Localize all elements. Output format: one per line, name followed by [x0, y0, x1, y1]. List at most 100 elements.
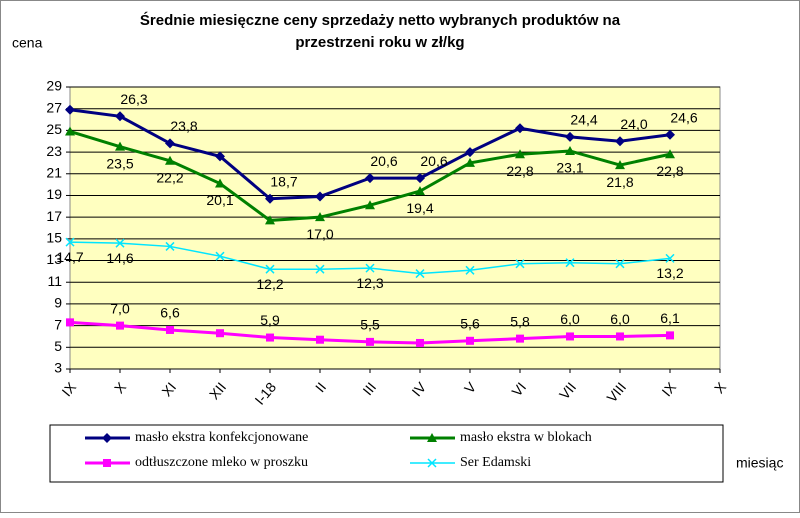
- marker: [365, 173, 375, 184]
- y-tick-label: 9: [54, 295, 62, 311]
- y-tick-label: 5: [54, 338, 62, 354]
- marker: [565, 145, 575, 155]
- data-label: 22,2: [156, 169, 183, 185]
- marker: [216, 329, 224, 338]
- data-label: 6,6: [160, 305, 180, 321]
- data-label: 6,0: [610, 311, 630, 327]
- marker: [515, 123, 525, 134]
- marker: [102, 433, 112, 443]
- marker: [665, 129, 675, 140]
- marker: [615, 136, 625, 147]
- marker: [315, 264, 325, 274]
- data-label: 20,6: [420, 153, 447, 169]
- marker: [616, 332, 624, 341]
- marker: [465, 265, 475, 275]
- data-label: 6,1: [660, 310, 680, 326]
- marker: [66, 318, 74, 327]
- marker: [115, 238, 125, 248]
- data-label: 21,8: [606, 174, 633, 190]
- marker: [65, 104, 75, 115]
- y-tick-label: 19: [46, 186, 62, 202]
- marker: [65, 126, 75, 136]
- y-tick-label: 23: [46, 143, 62, 159]
- marker: [415, 269, 425, 279]
- data-label: 12,3: [356, 275, 383, 291]
- marker: [265, 193, 275, 204]
- data-label: 23,8: [170, 118, 197, 134]
- data-label: 24,4: [570, 112, 597, 128]
- data-label: 17,0: [306, 226, 333, 242]
- marker: [65, 237, 75, 247]
- data-label: 5,6: [460, 316, 480, 332]
- marker: [165, 155, 175, 165]
- marker: [316, 335, 324, 344]
- data-label: 24,0: [620, 116, 647, 132]
- x-axis-label: miesiąc: [736, 455, 783, 471]
- marker: [103, 459, 111, 467]
- marker: [466, 336, 474, 345]
- marker: [416, 338, 424, 347]
- data-label: 7,0: [110, 300, 130, 316]
- y-tick-label: 15: [46, 230, 62, 246]
- marker: [115, 111, 125, 122]
- data-label: 22,8: [506, 163, 533, 179]
- marker: [427, 458, 437, 468]
- marker: [565, 258, 575, 268]
- data-label: 18,7: [270, 173, 297, 189]
- marker: [566, 332, 574, 341]
- data-label: 20,6: [370, 153, 397, 169]
- marker: [115, 141, 125, 151]
- marker: [315, 212, 325, 222]
- marker: [515, 149, 525, 159]
- marker: [465, 147, 475, 158]
- data-label: 22,8: [656, 163, 683, 179]
- marker: [265, 215, 275, 225]
- legend-label: masło ekstra konfekcjonowane: [135, 430, 308, 445]
- data-label: 13,2: [656, 265, 683, 281]
- plot-area: [69, 86, 721, 370]
- marker: [516, 334, 524, 343]
- marker: [465, 157, 475, 167]
- data-label: 20,1: [206, 192, 233, 208]
- data-label: 23,5: [106, 155, 133, 171]
- data-label: 14,6: [106, 250, 133, 266]
- y-tick-label: 13: [46, 251, 62, 267]
- marker: [166, 325, 174, 334]
- data-label: 19,4: [406, 200, 433, 216]
- data-label: 5,8: [510, 313, 530, 329]
- y-tick-label: 21: [46, 164, 62, 180]
- marker: [666, 331, 674, 340]
- marker: [565, 131, 575, 142]
- marker: [515, 259, 525, 269]
- y-tick-label: 3: [54, 360, 62, 376]
- marker: [165, 241, 175, 251]
- marker: [365, 263, 375, 273]
- data-label: 24,6: [670, 109, 697, 125]
- y-tick-label: 29: [46, 78, 62, 94]
- marker: [366, 337, 374, 346]
- data-label: 5,5: [360, 317, 380, 333]
- marker: [116, 321, 124, 330]
- data-label: 12,2: [256, 276, 283, 292]
- legend-label: masło ekstra w blokach: [460, 430, 592, 445]
- marker: [665, 253, 675, 263]
- y-tick-label: 17: [46, 208, 62, 224]
- y-tick-label: 25: [46, 121, 62, 137]
- y-tick-label: 7: [54, 316, 62, 332]
- legend-label: odtłuszczone mleko w proszku: [135, 455, 308, 470]
- data-label: 5,9: [260, 312, 280, 328]
- marker: [215, 251, 225, 261]
- chart-title: przestrzeni roku w zł/kg: [295, 34, 464, 51]
- marker: [665, 149, 675, 159]
- marker: [427, 433, 437, 442]
- marker: [415, 186, 425, 196]
- marker: [315, 191, 325, 202]
- marker: [165, 138, 175, 149]
- marker: [265, 264, 275, 274]
- marker: [266, 333, 274, 342]
- y-tick-label: 27: [46, 99, 62, 115]
- marker: [215, 178, 225, 188]
- data-label: 14,7: [56, 249, 83, 265]
- data-label: 6,0: [560, 311, 580, 327]
- y-tick-label: 11: [47, 273, 62, 289]
